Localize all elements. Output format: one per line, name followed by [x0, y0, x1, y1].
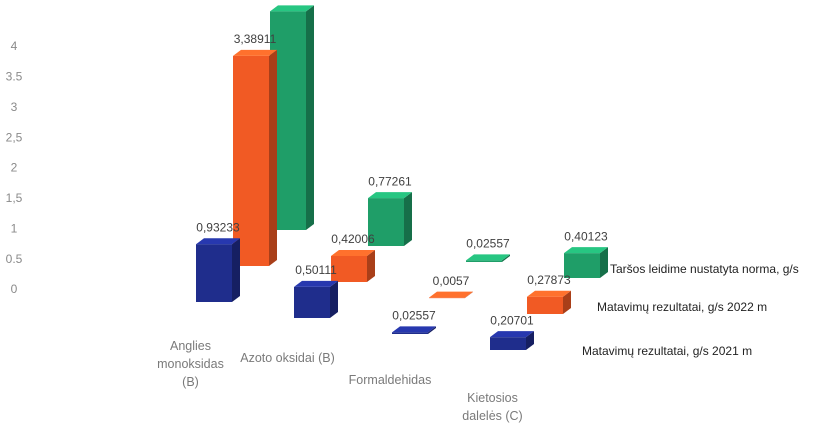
bar-side: [563, 290, 571, 314]
bar-side: [526, 331, 534, 350]
y-tick-label: 0.5: [6, 252, 23, 266]
bar-top: [490, 331, 534, 338]
bar: [294, 286, 330, 318]
data-label: 0,20701: [490, 313, 534, 327]
bar-side: [600, 247, 608, 278]
bar-side: [404, 192, 412, 246]
bar: [490, 337, 526, 350]
bar-top: [429, 291, 473, 298]
data-label: 0,27873: [527, 273, 571, 287]
data-label: 0,02557: [466, 237, 510, 251]
y-tick-label: 2,5: [6, 130, 23, 144]
x-tick-label: Kietosios dalelės (C): [462, 391, 523, 423]
y-tick-label: 2: [11, 161, 18, 175]
bar-side: [465, 291, 473, 298]
x-tick-label: Anglies monoksidas (B): [157, 339, 224, 389]
legend-entry: Taršos leidime nustatyta norma, g/s: [610, 262, 799, 276]
legend-entry: Matavimų rezultatai, g/s 2021 m: [582, 344, 752, 358]
data-label: 0,77261: [368, 174, 412, 188]
y-tick-label: 4: [11, 39, 18, 53]
bar-side: [367, 249, 375, 282]
bar-side: [428, 326, 436, 334]
bar-top: [270, 5, 314, 12]
bar-top: [233, 49, 277, 56]
bar: [196, 244, 232, 302]
bar: [564, 253, 600, 278]
y-tick-label: 3: [11, 100, 18, 114]
bar: [368, 198, 404, 246]
bar-top: [527, 290, 571, 297]
x-tick-label: Azoto oksidai (B): [240, 351, 335, 365]
legend-entry: Matavimų rezultatai, g/s 2022 m: [597, 300, 767, 314]
bar-side: [306, 5, 314, 231]
bar-top: [564, 247, 608, 254]
data-label: 0,93233: [196, 220, 240, 234]
data-label: 0,42006: [331, 232, 375, 246]
y-tick-label: 3.5: [6, 70, 23, 84]
data-label: 0,50111: [295, 263, 337, 277]
data-label: 0,40123: [564, 229, 608, 243]
bar-top: [392, 326, 436, 333]
y-tick-label: 0: [11, 282, 18, 296]
bar-side: [502, 254, 510, 262]
bar: [392, 332, 428, 334]
bar-top: [331, 249, 375, 256]
bar: [331, 255, 367, 282]
x-tick-label: Formaldehidas: [348, 373, 432, 387]
data-label: 0,0057: [433, 274, 470, 288]
bar-top: [196, 238, 240, 245]
data-label: 0,02557: [392, 309, 436, 323]
bar: [429, 297, 465, 299]
data-label: 3,5269: [274, 0, 311, 2]
bar-side: [232, 238, 240, 302]
bar-side: [330, 280, 338, 318]
y-tick-label: 1: [11, 221, 18, 235]
bar: [233, 55, 269, 266]
bar-top: [294, 280, 338, 287]
bar-top: [368, 192, 412, 199]
bar-top: [466, 254, 510, 261]
data-label: 3,38911: [234, 32, 277, 46]
bar-side: [269, 49, 277, 266]
bar: [527, 296, 563, 314]
y-tick-label: 1,5: [6, 191, 23, 205]
bar: [466, 260, 502, 262]
